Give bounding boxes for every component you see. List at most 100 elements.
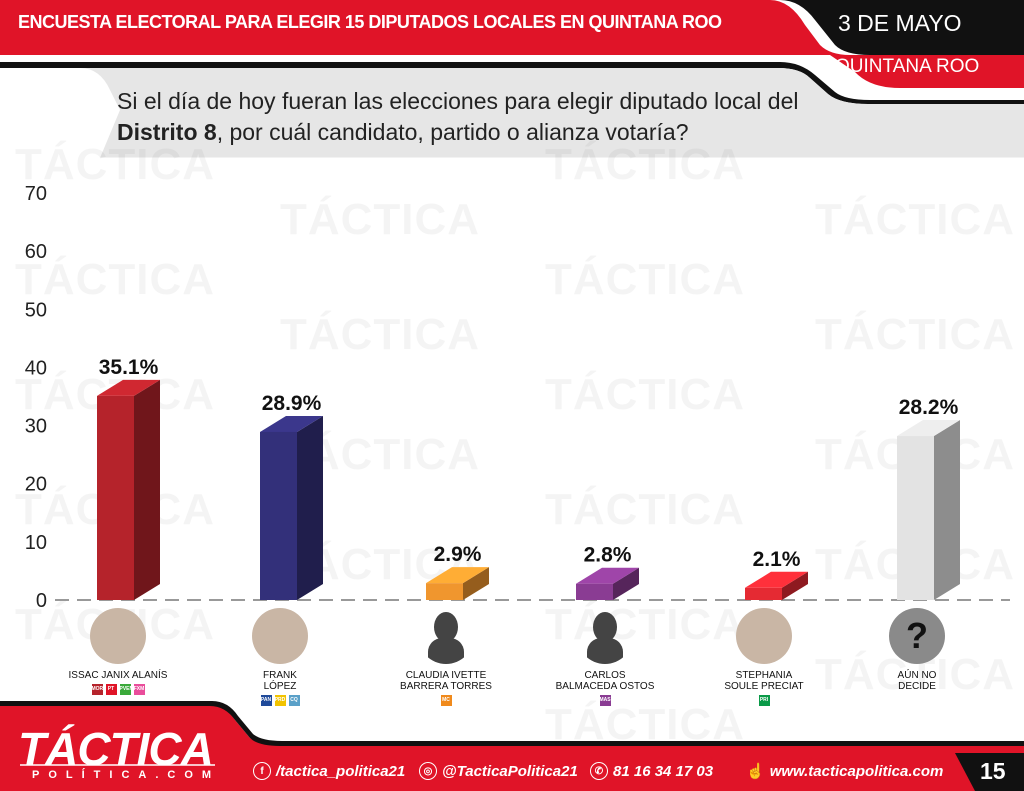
party-logos: PRI <box>699 695 829 706</box>
party-logo: PRD <box>274 695 286 706</box>
party-logo: FXM <box>133 684 145 695</box>
phone-link[interactable]: ✆ 81 16 34 17 03 <box>590 762 713 780</box>
bar <box>260 431 297 600</box>
candidate-name-1: ISSAC JANIX ALANÍS <box>68 670 168 681</box>
y-tick-label: 30 <box>25 416 47 438</box>
candidate-photo <box>252 608 308 664</box>
brand-logo: TÁCTICA <box>18 723 214 775</box>
candidate-card: STEPHANIA SOULE PRECIAT PRI <box>699 608 829 706</box>
silhouette-icon <box>418 608 474 664</box>
watermark: TÁCTICA <box>815 310 1015 360</box>
watermark: TÁCTICA <box>545 700 745 750</box>
watermark: TÁCTICA <box>545 255 745 305</box>
candidate-photo <box>736 608 792 664</box>
bar-top <box>897 420 960 437</box>
bar-chart: 0 10 20 30 40 50 60 70 35.1% 28.9% 2.9% 2.8% 2.1% 28.… <box>25 183 1010 612</box>
bar-side <box>134 379 160 600</box>
watermark: TÁCTICA <box>280 310 480 360</box>
party-logo: PVEM <box>119 684 134 695</box>
bar-top <box>97 379 160 396</box>
question-text-1: Si el día de hoy fueran las elecciones p… <box>117 88 799 114</box>
candidate-name-1: AÚN NO <box>897 670 937 681</box>
bar-top <box>426 567 489 584</box>
bar <box>97 395 134 600</box>
party-logo: MORENA <box>91 684 114 695</box>
facebook-icon: f <box>253 762 271 780</box>
candidate-card: CARLOS BALMACEDA OSTOS MAS <box>540 608 670 706</box>
candidate-name-2: DECIDE <box>898 681 936 692</box>
instagram-link[interactable]: ◎ @TacticaPolitica21 <box>419 762 578 780</box>
bar-side <box>934 420 960 600</box>
bar-value-label: 35.1% <box>99 356 159 379</box>
y-tick-label: 20 <box>25 474 47 496</box>
bar <box>897 436 934 600</box>
facebook-link[interactable]: f/tactica_politica21 <box>253 762 405 780</box>
candidate-name-2: LÓPEZ <box>263 681 297 692</box>
whatsapp-icon: ✆ <box>590 762 608 780</box>
brand-subtitle: POLÍTICA.COM <box>32 769 221 781</box>
bar-top <box>576 567 639 584</box>
watermark: TÁCTICA <box>545 370 745 420</box>
instagram-icon: ◎ <box>419 762 437 780</box>
candidate-name-1: CARLOS <box>584 670 626 681</box>
question-district: Distrito 8 <box>117 119 217 145</box>
y-tick-label: 50 <box>25 299 47 321</box>
party-logos: PAN PRD CQ <box>215 695 345 706</box>
y-tick-label: 40 <box>25 357 47 379</box>
page-number: 15 <box>980 758 1006 784</box>
party-logo: CQ <box>288 695 300 706</box>
watermark: TÁCTICA <box>545 600 745 650</box>
bar-value-label: 28.2% <box>899 396 959 419</box>
candidate-card: ISSAC JANIX ALANÍS MORENA PT PVEM FXM <box>53 608 183 695</box>
silhouette-icon <box>577 608 633 664</box>
bar-value-label: 2.9% <box>434 543 482 566</box>
y-tick-label: 60 <box>25 241 47 263</box>
party-logos: MC <box>381 695 511 706</box>
facebook-handle: /tactica_politica21 <box>276 762 406 780</box>
website-link[interactable]: ☝ www.tacticapolitica.com <box>746 762 944 781</box>
bar <box>576 583 613 600</box>
watermark: TÁCTICA <box>545 140 745 190</box>
candidate-card: CLAUDIA IVETTE BARRERA TORRES MC <box>381 608 511 706</box>
bar-side <box>613 567 639 600</box>
bar <box>745 587 782 600</box>
party-logos: MORENA PT PVEM FXM <box>53 684 183 695</box>
bar <box>426 583 463 600</box>
survey-title: ENCUESTA ELECTORAL PARA ELEGIR 15 DIPUTA… <box>18 12 722 32</box>
candidate-name-1: CLAUDIA IVETTE <box>405 670 487 681</box>
party-logo: PAN <box>260 695 272 706</box>
question-text-2: , por cuál candidato, partido o alianza … <box>216 119 689 145</box>
bar-value-label: 2.8% <box>584 544 632 567</box>
bar-value-label: 2.1% <box>753 548 801 571</box>
candidate-name-2: BARRERA TORRES <box>400 681 492 692</box>
instagram-handle: @TacticaPolitica21 <box>442 762 578 780</box>
watermark: TÁCTICA <box>15 255 215 305</box>
party-logo: PT <box>105 684 117 695</box>
survey-region: QUINTANA ROO <box>835 56 980 77</box>
pointer-hand-icon: ☝ <box>746 763 765 780</box>
candidate-card: ? AÚN NO DECIDE <box>852 608 982 695</box>
bar-top <box>745 571 808 588</box>
survey-question: Si el día de hoy fueran las elecciones p… <box>117 86 837 148</box>
party-logo: MC <box>440 695 452 706</box>
party-logos: MAS <box>540 695 670 706</box>
candidate-name-2: SOULE PRECIAT <box>724 681 804 692</box>
party-logo: MAS <box>599 695 611 706</box>
bar-value-label: 28.9% <box>262 392 322 415</box>
candidate-name-2: BALMACEDA OSTOS <box>555 681 655 692</box>
question-mark-icon: ? <box>889 608 945 664</box>
bar-top <box>260 415 323 432</box>
bar-side <box>782 571 808 600</box>
bar-side <box>297 415 323 600</box>
y-tick-label: 10 <box>25 532 47 554</box>
party-logo: PRI <box>758 695 770 706</box>
candidate-name-1: STEPHANIA <box>735 670 793 681</box>
y-tick-label: 70 <box>25 183 47 205</box>
watermark: TÁCTICA <box>815 195 1015 245</box>
candidate-photo <box>90 608 146 664</box>
website-url: www.tacticapolitica.com <box>769 762 944 780</box>
survey-date: 3 DE MAYO <box>838 10 962 36</box>
y-tick-label: 0 <box>36 590 47 612</box>
watermark: TÁCTICA <box>545 485 745 535</box>
candidate-card: FRANK LÓPEZ PAN PRD CQ <box>215 608 345 706</box>
